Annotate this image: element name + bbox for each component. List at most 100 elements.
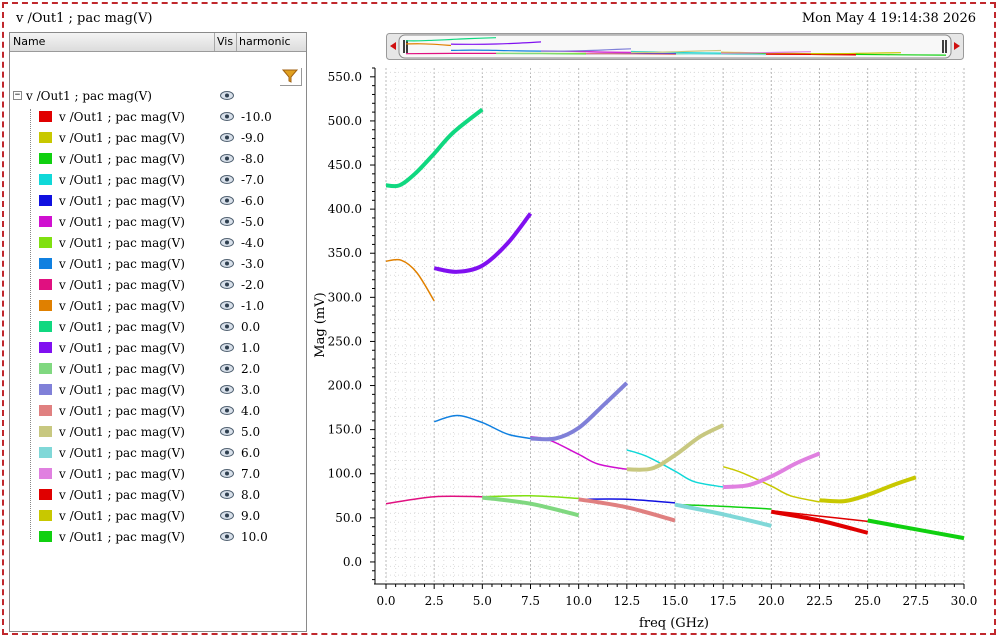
overview-trace (495, 52, 587, 55)
trace-item[interactable]: v /Out1 ; pac mag(V) 0.0 (10, 317, 306, 338)
color-swatch (39, 174, 52, 185)
trace-label: v /Out1 ; pac mag(V) (59, 425, 185, 439)
overview-trace (585, 53, 677, 55)
eye-icon[interactable] (220, 112, 234, 121)
eye-icon[interactable] (220, 238, 234, 247)
eye-icon[interactable] (220, 448, 234, 457)
trace-label: v /Out1 ; pac mag(V) (59, 110, 185, 124)
trace-label: v /Out1 ; pac mag(V) (59, 383, 185, 397)
eye-icon[interactable] (220, 301, 234, 310)
collapse-icon[interactable]: − (13, 90, 22, 100)
color-swatch (39, 279, 52, 290)
trace-item[interactable]: v /Out1 ; pac mag(V) -6.0 (10, 191, 306, 212)
harmonic-value: -6.0 (241, 194, 265, 208)
trace-label: v /Out1 ; pac mag(V) (59, 299, 185, 313)
color-swatch (39, 363, 52, 374)
overview-trace (675, 53, 767, 56)
color-swatch (39, 468, 52, 479)
eye-icon[interactable] (220, 280, 234, 289)
harmonic-value: -8.0 (241, 152, 265, 166)
trace-item[interactable]: v /Out1 ; pac mag(V) 7.0 (10, 464, 306, 485)
tree-root-label: v /Out1 ; pac mag(V) (26, 89, 152, 103)
harmonic-value: 8.0 (241, 488, 261, 502)
color-swatch (39, 300, 52, 311)
trace-item[interactable]: v /Out1 ; pac mag(V) -3.0 (10, 254, 306, 275)
eye-icon[interactable] (220, 406, 234, 415)
eye-icon[interactable] (220, 133, 234, 142)
eye-icon[interactable] (220, 91, 234, 100)
column-vis[interactable]: Vis (217, 35, 234, 48)
trace-label: v /Out1 ; pac mag(V) (59, 131, 185, 145)
overview-scrollbar[interactable] (386, 33, 964, 60)
trace-item[interactable]: v /Out1 ; pac mag(V) 6.0 (10, 443, 306, 464)
harmonic-value: 1.0 (241, 341, 261, 355)
color-swatch (39, 111, 52, 122)
harmonic-value: -9.0 (241, 131, 265, 145)
harmonic-value: -4.0 (241, 236, 265, 250)
eye-icon[interactable] (220, 364, 234, 373)
trace-label: v /Out1 ; pac mag(V) (59, 194, 185, 208)
eye-icon[interactable] (220, 385, 234, 394)
harmonic-value: -7.0 (241, 173, 265, 187)
harmonic-value: 10.0 (241, 530, 268, 544)
trace-label: v /Out1 ; pac mag(V) (59, 446, 185, 460)
trace-item[interactable]: v /Out1 ; pac mag(V) 9.0 (10, 506, 306, 527)
color-swatch (39, 405, 52, 416)
trace-item[interactable]: v /Out1 ; pac mag(V) -7.0 (10, 170, 306, 191)
overview-trace (450, 49, 542, 52)
trace-item[interactable]: v /Out1 ; pac mag(V) -10.0 (10, 107, 306, 128)
datetime-label: Mon May 4 19:14:38 2026 (801, 11, 976, 26)
trace-item[interactable]: v /Out1 ; pac mag(V) -2.0 (10, 275, 306, 296)
trace-item[interactable]: v /Out1 ; pac mag(V) 1.0 (10, 338, 306, 359)
eye-icon[interactable] (220, 532, 234, 541)
trace-item[interactable]: v /Out1 ; pac mag(V) -5.0 (10, 212, 306, 233)
eye-icon[interactable] (220, 490, 234, 499)
eye-icon[interactable] (220, 511, 234, 520)
eye-icon[interactable] (220, 469, 234, 478)
scroll-thumb[interactable] (398, 34, 952, 59)
harmonic-value: -10.0 (241, 110, 272, 124)
color-swatch (39, 426, 52, 437)
eye-icon[interactable] (220, 154, 234, 163)
scroll-left-arrow-icon[interactable] (390, 42, 396, 50)
overview-trace (720, 51, 812, 54)
trace-browser-panel: Name Vis harmonic − v /Out1 ; pac mag(V)… (9, 32, 307, 632)
eye-icon[interactable] (220, 343, 234, 352)
trace-label: v /Out1 ; pac mag(V) (59, 236, 185, 250)
scroll-right-arrow-icon[interactable] (954, 42, 960, 50)
trace-label: v /Out1 ; pac mag(V) (59, 257, 185, 271)
harmonic-value: -5.0 (241, 215, 265, 229)
trace-item[interactable]: v /Out1 ; pac mag(V) 3.0 (10, 380, 306, 401)
trace-item[interactable]: v /Out1 ; pac mag(V) 4.0 (10, 401, 306, 422)
tree-root-item[interactable]: v /Out1 ; pac mag(V) (10, 86, 306, 107)
eye-icon[interactable] (220, 217, 234, 226)
overview-trace (541, 48, 632, 52)
column-harmonic[interactable]: harmonic (239, 35, 291, 48)
trace-label: v /Out1 ; pac mag(V) (59, 530, 185, 544)
eye-icon[interactable] (220, 259, 234, 268)
trace-item[interactable]: v /Out1 ; pac mag(V) 5.0 (10, 422, 306, 443)
trace-label: v /Out1 ; pac mag(V) (59, 362, 185, 376)
overview-trace (405, 43, 452, 47)
eye-icon[interactable] (220, 196, 234, 205)
trace-item[interactable]: v /Out1 ; pac mag(V) -4.0 (10, 233, 306, 254)
trace-label: v /Out1 ; pac mag(V) (59, 509, 185, 523)
column-name[interactable]: Name (13, 35, 46, 48)
trace-item[interactable]: v /Out1 ; pac mag(V) -1.0 (10, 296, 306, 317)
trace-item[interactable]: v /Out1 ; pac mag(V) 10.0 (10, 527, 306, 548)
eye-icon[interactable] (220, 175, 234, 184)
trace-label: v /Out1 ; pac mag(V) (59, 341, 185, 355)
trace-item[interactable]: v /Out1 ; pac mag(V) 8.0 (10, 485, 306, 506)
trace-item[interactable]: v /Out1 ; pac mag(V) 2.0 (10, 359, 306, 380)
harmonic-value: 3.0 (241, 383, 261, 397)
harmonic-value: -3.0 (241, 257, 265, 271)
color-swatch (39, 447, 52, 458)
color-swatch (39, 531, 52, 542)
filter-icon[interactable] (280, 68, 302, 86)
trace-item[interactable]: v /Out1 ; pac mag(V) -8.0 (10, 149, 306, 170)
trace-item[interactable]: v /Out1 ; pac mag(V) -9.0 (10, 128, 306, 149)
eye-icon[interactable] (220, 427, 234, 436)
eye-icon[interactable] (220, 322, 234, 331)
trace-label: v /Out1 ; pac mag(V) (59, 152, 185, 166)
trace-label: v /Out1 ; pac mag(V) (59, 467, 185, 481)
